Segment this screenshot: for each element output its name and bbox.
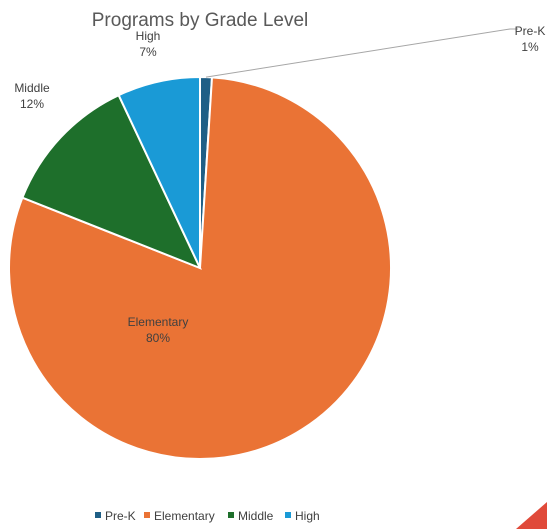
legend-swatch xyxy=(228,512,234,518)
data-label-category: Elementary xyxy=(128,315,189,329)
legend-label: Middle xyxy=(238,509,274,523)
legend-label: High xyxy=(295,509,320,523)
data-label-percent: 80% xyxy=(146,331,170,345)
legend-label: Elementary xyxy=(154,509,215,523)
pie-slices xyxy=(8,75,392,460)
pie-slice-middle xyxy=(21,93,202,270)
data-label-percent: 12% xyxy=(20,97,44,111)
data-label-category: Pre-K xyxy=(515,24,546,38)
data-label-category: Middle xyxy=(14,81,50,95)
legend-swatch xyxy=(144,512,150,518)
leader-line xyxy=(205,28,518,78)
data-label-category: High xyxy=(136,29,161,43)
legend-swatch xyxy=(95,512,101,518)
legend-label: Pre-K xyxy=(105,509,136,523)
pie-slice-high xyxy=(117,75,201,269)
data-labels: Pre-K 1% Elementary 80% Middle 12% High 7% xyxy=(14,24,545,345)
chart-title: Programs by Grade Level xyxy=(92,10,309,31)
legend: Pre-K Elementary Middle High xyxy=(95,509,320,523)
legend-swatch xyxy=(285,512,291,518)
data-label-percent: 1% xyxy=(521,40,539,54)
data-label-percent: 7% xyxy=(139,45,157,59)
corner-accent xyxy=(516,502,547,529)
